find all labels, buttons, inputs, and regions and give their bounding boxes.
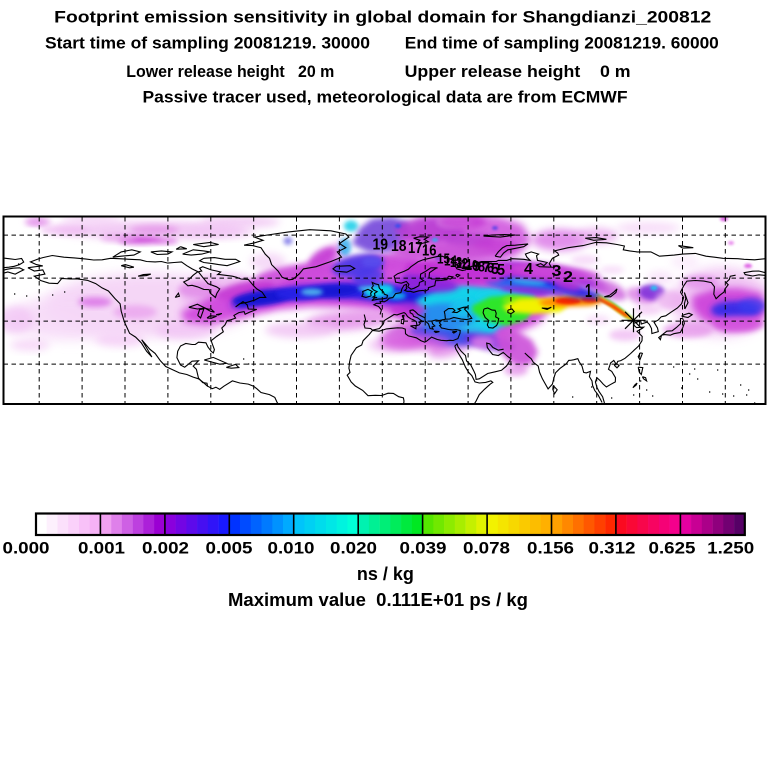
svg-text:Passive tracer used, meteorolo: Passive tracer used, meteorological data… [143, 88, 628, 107]
svg-text:0.001: 0.001 [78, 540, 125, 558]
svg-text:5: 5 [497, 262, 505, 279]
svg-text:0.156: 0.156 [527, 540, 574, 558]
svg-text:13: 13 [450, 254, 462, 271]
svg-text:4: 4 [524, 261, 533, 278]
svg-text:0.020: 0.020 [330, 540, 377, 558]
svg-text:0.000: 0.000 [3, 540, 50, 558]
svg-text:5: 5 [491, 261, 499, 278]
svg-text:6: 6 [487, 260, 494, 277]
svg-text:Lower release height 20 m: Lower release height 20 m [126, 62, 334, 81]
svg-text:0.078: 0.078 [463, 540, 510, 558]
svg-text:3: 3 [552, 263, 562, 280]
svg-text:14: 14 [444, 253, 458, 270]
svg-text:0.005: 0.005 [206, 540, 253, 558]
svg-text:Upper release height 0 m: Upper release height 0 m [405, 62, 631, 81]
svg-text:9: 9 [473, 258, 480, 275]
svg-text:End time of sampling 20081219.: End time of sampling 20081219. 60000 [405, 34, 719, 53]
svg-text:Start time of sampling 2008121: Start time of sampling 20081219. 30000 [45, 34, 370, 53]
svg-text:8: 8 [478, 259, 485, 276]
svg-text:19: 19 [373, 237, 389, 254]
svg-text:Maximum value 0.111E+01 ps /: Maximum value 0.111E+01 ps / kg [228, 590, 528, 610]
svg-text:0.625: 0.625 [649, 540, 696, 558]
svg-text:18: 18 [391, 238, 407, 255]
svg-text:1: 1 [585, 281, 592, 301]
svg-text:0.002: 0.002 [142, 540, 189, 558]
svg-text:12: 12 [456, 255, 468, 272]
svg-text:Footprint emission sensitivity: Footprint emission sensitivity in global… [54, 7, 711, 26]
svg-text:0.312: 0.312 [589, 540, 636, 558]
svg-text:1.250: 1.250 [707, 540, 754, 558]
svg-text:7: 7 [483, 259, 490, 276]
svg-text:15: 15 [437, 251, 450, 268]
svg-text:16: 16 [422, 243, 437, 260]
svg-text:10: 10 [466, 257, 478, 274]
svg-text:0.039: 0.039 [400, 540, 447, 558]
svg-text:ns / kg: ns / kg [357, 564, 414, 584]
svg-text:11: 11 [461, 256, 472, 273]
svg-text:0.010: 0.010 [268, 540, 315, 558]
svg-text:2: 2 [563, 269, 573, 286]
svg-text:17: 17 [408, 240, 423, 257]
